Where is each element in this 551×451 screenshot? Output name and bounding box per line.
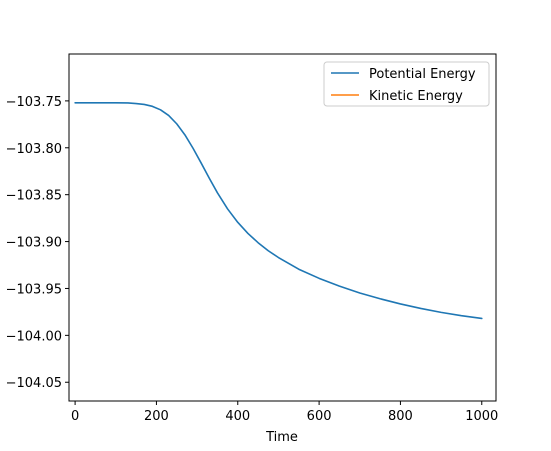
x-tick-label: 1000 <box>465 409 498 424</box>
x-tick-label: 600 <box>307 409 332 424</box>
y-tick-label: −104.05 <box>6 376 62 391</box>
legend-box <box>323 61 490 107</box>
y-tick-label: −103.80 <box>6 142 62 157</box>
y-axis-ticks: −103.75 −103.80 −103.85 −103.90 −103.95 −104.… <box>6 95 69 391</box>
x-tick-label: 800 <box>388 409 413 424</box>
legend-label-potential-energy: Potential Energy <box>369 67 476 82</box>
series-line-potential-energy <box>74 101 483 320</box>
x-tick-label: 200 <box>144 409 169 424</box>
y-tick-label: −103.90 <box>6 236 62 251</box>
legend-label-kinetic-energy: Kinetic Energy <box>369 89 463 104</box>
x-axis-label: Time <box>265 430 298 445</box>
y-tick-label: −103.75 <box>6 95 62 110</box>
x-tick-label: 0 <box>71 409 79 424</box>
y-tick-label: −103.95 <box>6 282 62 297</box>
series-layer <box>74 101 483 320</box>
x-tick-label: 400 <box>225 409 250 424</box>
y-tick-label: −104.00 <box>6 329 62 344</box>
legend: Potential Energy Kinetic Energy <box>323 61 490 107</box>
x-axis-ticks: 0 200 400 600 800 1000 <box>71 401 498 424</box>
plot-area <box>68 53 497 402</box>
y-tick-label: −103.85 <box>6 189 62 204</box>
